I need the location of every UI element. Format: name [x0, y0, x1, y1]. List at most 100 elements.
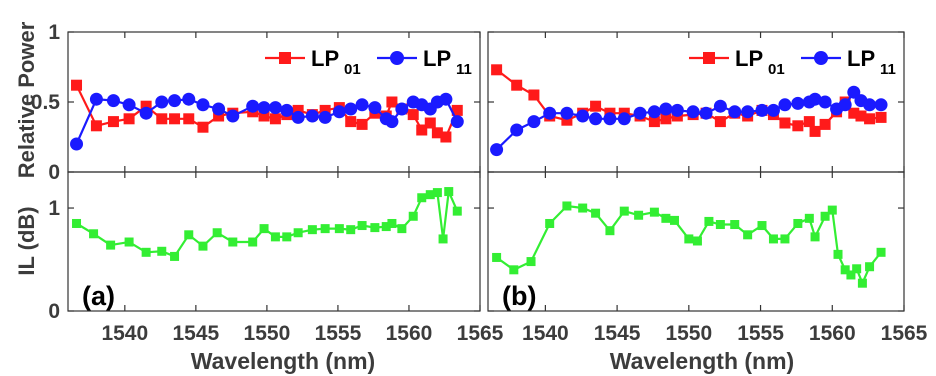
panel-b-series-il-point	[876, 247, 886, 257]
panel-b-series-lp11-point	[490, 143, 504, 157]
panel-a-series-il-point	[248, 237, 258, 247]
panel-a-series-il-point	[270, 232, 280, 242]
panel-b-series-lp01-point	[864, 113, 876, 125]
panel-a-series-il-point	[282, 232, 292, 242]
panel-b-series-il-point	[857, 278, 867, 288]
panel-a-series-il-point	[198, 241, 208, 251]
panel-b-series-il-point	[804, 213, 814, 223]
panel-b-series-il-point	[730, 220, 740, 230]
panel-b-series-il-point	[578, 203, 588, 213]
panel-b-series-lp11-point	[699, 106, 713, 120]
panel-a-series-il-point	[387, 218, 397, 228]
panel-b: 1540 1545 1550 1555 1560 1565 LP 01 LP 11 (b)	[487, 31, 928, 345]
panel-a-series-il-point	[157, 246, 167, 256]
panel-b-label: (b)	[502, 281, 536, 311]
panel-b-series-il-point	[865, 262, 875, 272]
panel-a-series-lp11-point	[332, 105, 346, 119]
panel-b-legend-subscript: 11	[880, 61, 896, 78]
panel-a-x-tick-label: 1555	[315, 322, 362, 345]
panel-b-series-lp11-point	[808, 92, 822, 106]
panel-a-series-lp01-point	[451, 104, 463, 116]
panel-b-series-lp11-point	[766, 103, 780, 117]
panel-a-series-lp11-point	[439, 92, 453, 106]
panel-b-series-il-point	[545, 218, 555, 228]
panel-b-series-il-point	[827, 205, 837, 215]
panel-b-series-lp11-point	[874, 98, 888, 112]
panel-b-series-lp11-point	[686, 105, 700, 119]
panel-b-series-lp01-point	[648, 116, 660, 128]
panel-a-x-tick-label: 1560	[386, 322, 433, 345]
panel-a-series-il-point	[370, 223, 380, 233]
panel-b-x-tick-label: 1545	[594, 322, 641, 345]
panel-b-series-il-point	[743, 230, 753, 240]
panel-b-series-lp11-point	[560, 106, 574, 120]
panel-a-series-lp01-point	[292, 104, 304, 116]
panel-b-series-lp01-point	[855, 110, 867, 122]
panel-b-series-il-point	[591, 208, 601, 218]
panel-a-series-il-point	[452, 206, 462, 216]
panel-a-series-lp01-point	[197, 121, 209, 133]
panel-a-series-lp01-point	[424, 117, 436, 129]
panel-a-series-il-point	[170, 251, 180, 261]
panel-a-series-lp11-point	[368, 101, 382, 115]
panel-b-series-il	[492, 201, 886, 288]
panel-a-series-lp01-point	[140, 100, 152, 112]
panel-a-series-lp11-point	[70, 137, 84, 151]
panel-b-series-il-point	[780, 234, 790, 244]
panel-a-series-lp11-point	[355, 98, 369, 112]
panel-b-x-tick-label: 1540	[522, 322, 569, 345]
panel-a-series-lp11-point	[450, 115, 464, 129]
panel-b-series-lp01-point	[792, 120, 804, 132]
panel-b-series-il-point	[704, 216, 714, 226]
panel-a-series-il-point	[425, 190, 435, 200]
panel-a-series-lp11-point	[318, 110, 332, 124]
panel-b-series-lp01-point	[511, 79, 523, 91]
panel-b-series-il-point	[793, 218, 803, 228]
panel-a-series-lp01-point	[356, 118, 368, 130]
panel-a-series-il-point	[72, 218, 82, 228]
panel-a-series-lp01-point	[407, 109, 419, 121]
panel-b-legend-marker	[703, 52, 715, 64]
panel-a-series-il-point	[417, 193, 427, 203]
panel-b-series-lp11-point	[510, 123, 524, 137]
panel-a-series-lp11-point	[257, 101, 271, 115]
panel-a-x-tick-label: 1545	[173, 322, 220, 345]
panel-a-series-il-point	[432, 188, 442, 198]
panel-b-series-lp11-point	[791, 96, 805, 110]
panel-a-series-lp11-point	[106, 94, 120, 108]
panel-b-bottom-axes-box	[487, 171, 905, 312]
panel-a-series-il-point	[334, 224, 344, 234]
panel-a-series-lp11-point	[305, 109, 319, 123]
panel-b-series-lp01-point	[803, 116, 815, 128]
panel-b-series-lp01-point	[528, 89, 540, 101]
panel-b-series-lp01-point	[819, 118, 831, 130]
panel-b-series-il-point	[715, 220, 725, 230]
panel-a-series-lp11-point	[122, 98, 136, 112]
panel-b-series-lp11-point	[755, 103, 769, 117]
panel-a-legend: LP 01 LP 11	[265, 46, 472, 78]
panel-b-series-il-point	[634, 210, 644, 220]
panel-a-x-tick-label: 1550	[244, 322, 291, 345]
panel-a-series-lp01-point	[416, 124, 428, 136]
panel-b-series-il-point	[820, 211, 830, 221]
panel-b-series-il-point	[509, 265, 519, 275]
panel-a-series-il-point	[259, 224, 269, 234]
panel-a-series-lp01-point	[107, 116, 119, 128]
panel-a-series-lp11-point	[291, 110, 305, 124]
bottom-y-tick-label: 0	[48, 300, 60, 323]
panel-b-series-il-point	[526, 257, 536, 267]
panel-a-series-lp01-point	[319, 104, 331, 116]
panel-b-series-lp11-point	[838, 98, 852, 112]
panel-b-series-lp11-point	[863, 98, 877, 112]
panel-b-series-lp11-point	[603, 112, 617, 126]
panel-a-series-lp01-point	[440, 131, 452, 143]
panel-a-series-il-point	[293, 228, 303, 238]
panel-a-series-lp01-point	[431, 127, 443, 139]
panel-a-series-lp01-point	[269, 113, 281, 125]
panel-b-series-lp01-point	[590, 100, 602, 112]
panel-a-series-lp01-point	[169, 113, 181, 125]
panel-b-series-lp11-point	[778, 98, 792, 112]
panel-b-series-lp11-point	[589, 112, 603, 126]
panel-b-series-il-point	[669, 215, 679, 225]
panel-a-legend-subscript: 11	[456, 61, 472, 78]
